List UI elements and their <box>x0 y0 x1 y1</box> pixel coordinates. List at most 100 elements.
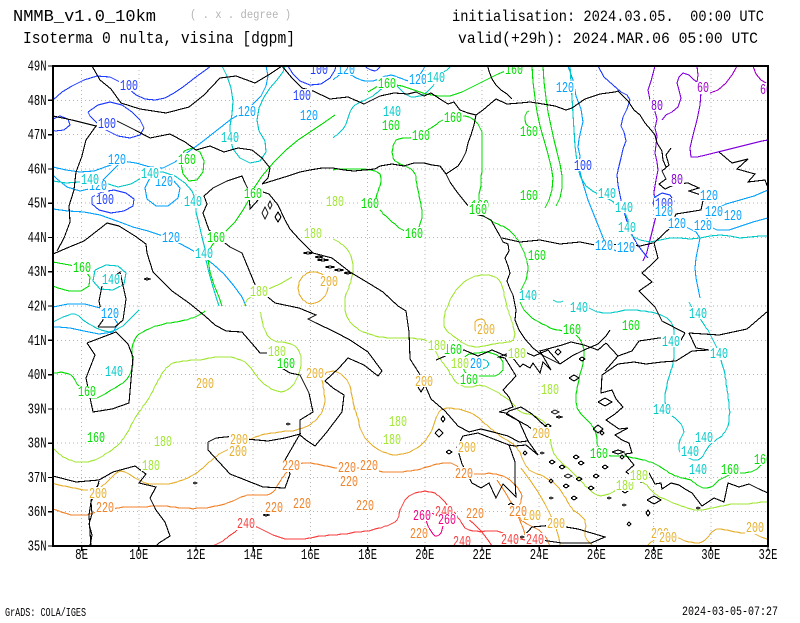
svg-text:48N: 48N <box>28 93 47 110</box>
svg-text:200: 200 <box>477 322 495 339</box>
svg-text:220: 220 <box>293 496 311 513</box>
svg-text:47N: 47N <box>28 127 47 144</box>
svg-text:60: 60 <box>760 82 772 99</box>
svg-text:120: 120 <box>595 238 613 255</box>
svg-text:120: 120 <box>705 204 723 221</box>
svg-text:180: 180 <box>451 356 469 373</box>
svg-text:180: 180 <box>389 414 407 431</box>
svg-text:49N: 49N <box>28 59 47 76</box>
svg-text:120: 120 <box>101 306 119 323</box>
svg-text:140: 140 <box>598 186 616 203</box>
svg-text:22E: 22E <box>473 547 492 564</box>
svg-text:160: 160 <box>78 384 96 401</box>
svg-text:140: 140 <box>519 288 537 305</box>
svg-text:160: 160 <box>207 230 225 247</box>
svg-text:14E: 14E <box>244 547 263 564</box>
svg-text:Isoterma 0 nulta, visina [dgpm: Isoterma 0 nulta, visina [dgpm] <box>23 30 295 49</box>
svg-text:140: 140 <box>662 334 680 351</box>
svg-text:140: 140 <box>653 402 671 419</box>
svg-text:37N: 37N <box>28 470 47 487</box>
svg-text:160: 160 <box>444 342 462 359</box>
svg-text:100: 100 <box>98 116 116 133</box>
svg-text:160: 160 <box>378 76 396 93</box>
svg-text:GrADS: COLA/IGES: GrADS: COLA/IGES <box>5 606 86 618</box>
svg-text:initialisation: 2024.03.05. 0: initialisation: 2024.03.05. 00:00 UTC <box>452 8 764 26</box>
svg-text:140: 140 <box>681 444 699 461</box>
svg-text:120: 120 <box>556 80 574 97</box>
svg-text:200: 200 <box>230 432 248 449</box>
svg-text:200: 200 <box>229 444 247 461</box>
svg-text:220: 220 <box>509 504 527 521</box>
svg-text:160: 160 <box>361 196 379 213</box>
svg-text:180: 180 <box>541 382 559 399</box>
svg-text:46N: 46N <box>28 161 47 178</box>
svg-text:140: 140 <box>695 430 713 447</box>
svg-text:160: 160 <box>721 462 739 479</box>
svg-text:200: 200 <box>415 374 433 391</box>
svg-text:20E: 20E <box>415 547 434 564</box>
svg-text:160: 160 <box>528 248 546 265</box>
svg-text:10E: 10E <box>129 547 148 564</box>
svg-text:220: 220 <box>455 466 473 483</box>
svg-text:100: 100 <box>293 88 311 105</box>
svg-text:42N: 42N <box>28 299 47 316</box>
svg-text:160: 160 <box>244 186 262 203</box>
svg-text:120: 120 <box>655 204 673 221</box>
svg-text:160: 160 <box>469 202 487 219</box>
svg-text:24E: 24E <box>530 547 549 564</box>
svg-text:140: 140 <box>221 130 239 147</box>
svg-text:220: 220 <box>282 458 300 475</box>
svg-text:220: 220 <box>356 498 374 515</box>
svg-text:120: 120 <box>617 240 635 257</box>
svg-text:160: 160 <box>73 260 91 277</box>
svg-text:200: 200 <box>547 516 565 533</box>
svg-text:60: 60 <box>697 80 709 97</box>
svg-text:140: 140 <box>615 200 633 217</box>
svg-text:120: 120 <box>300 108 318 125</box>
svg-text:8E: 8E <box>75 547 88 564</box>
svg-text:44N: 44N <box>28 230 47 247</box>
svg-text:120: 120 <box>337 62 355 79</box>
svg-text:140: 140 <box>689 462 707 479</box>
svg-text:140: 140 <box>141 166 159 183</box>
svg-text:220: 220 <box>96 500 114 517</box>
svg-text:160: 160 <box>382 118 400 135</box>
svg-text:240: 240 <box>453 534 471 551</box>
svg-text:( . x . degree ): ( . x . degree ) <box>190 8 291 22</box>
svg-text:140: 140 <box>383 104 401 121</box>
svg-text:40N: 40N <box>28 367 47 384</box>
svg-text:120: 120 <box>162 230 180 247</box>
svg-text:180: 180 <box>383 432 401 449</box>
svg-text:140: 140 <box>184 194 202 211</box>
svg-text:180: 180 <box>250 284 268 301</box>
svg-text:NMMB_v1.0_10km: NMMB_v1.0_10km <box>13 8 156 27</box>
svg-text:240: 240 <box>501 532 519 549</box>
svg-text:140: 140 <box>618 220 636 237</box>
svg-text:35N: 35N <box>28 539 47 556</box>
svg-text:32E: 32E <box>759 547 778 564</box>
svg-text:16E: 16E <box>301 547 320 564</box>
svg-text:200: 200 <box>320 274 338 291</box>
svg-text:120: 120 <box>700 188 718 205</box>
svg-text:43N: 43N <box>28 264 47 281</box>
svg-text:180: 180 <box>142 458 160 475</box>
svg-text:180: 180 <box>428 338 446 355</box>
svg-text:80: 80 <box>651 98 663 115</box>
svg-text:180: 180 <box>616 478 634 495</box>
svg-text:160: 160 <box>405 226 423 243</box>
svg-text:140: 140 <box>710 346 728 363</box>
svg-text:160: 160 <box>277 356 295 373</box>
svg-text:120: 120 <box>108 152 126 169</box>
svg-text:140: 140 <box>105 364 123 381</box>
svg-text:140: 140 <box>81 172 99 189</box>
svg-text:160: 160 <box>178 152 196 169</box>
svg-text:120: 120 <box>238 104 256 121</box>
svg-text:2024-03-05-07:27: 2024-03-05-07:27 <box>682 604 778 618</box>
svg-text:120: 120 <box>694 218 712 235</box>
svg-text:100: 100 <box>310 62 328 79</box>
svg-text:220: 220 <box>410 526 428 543</box>
svg-text:200: 200 <box>196 376 214 393</box>
svg-text:36N: 36N <box>28 504 47 521</box>
svg-text:160: 160 <box>505 62 523 79</box>
svg-text:220: 220 <box>265 500 283 517</box>
